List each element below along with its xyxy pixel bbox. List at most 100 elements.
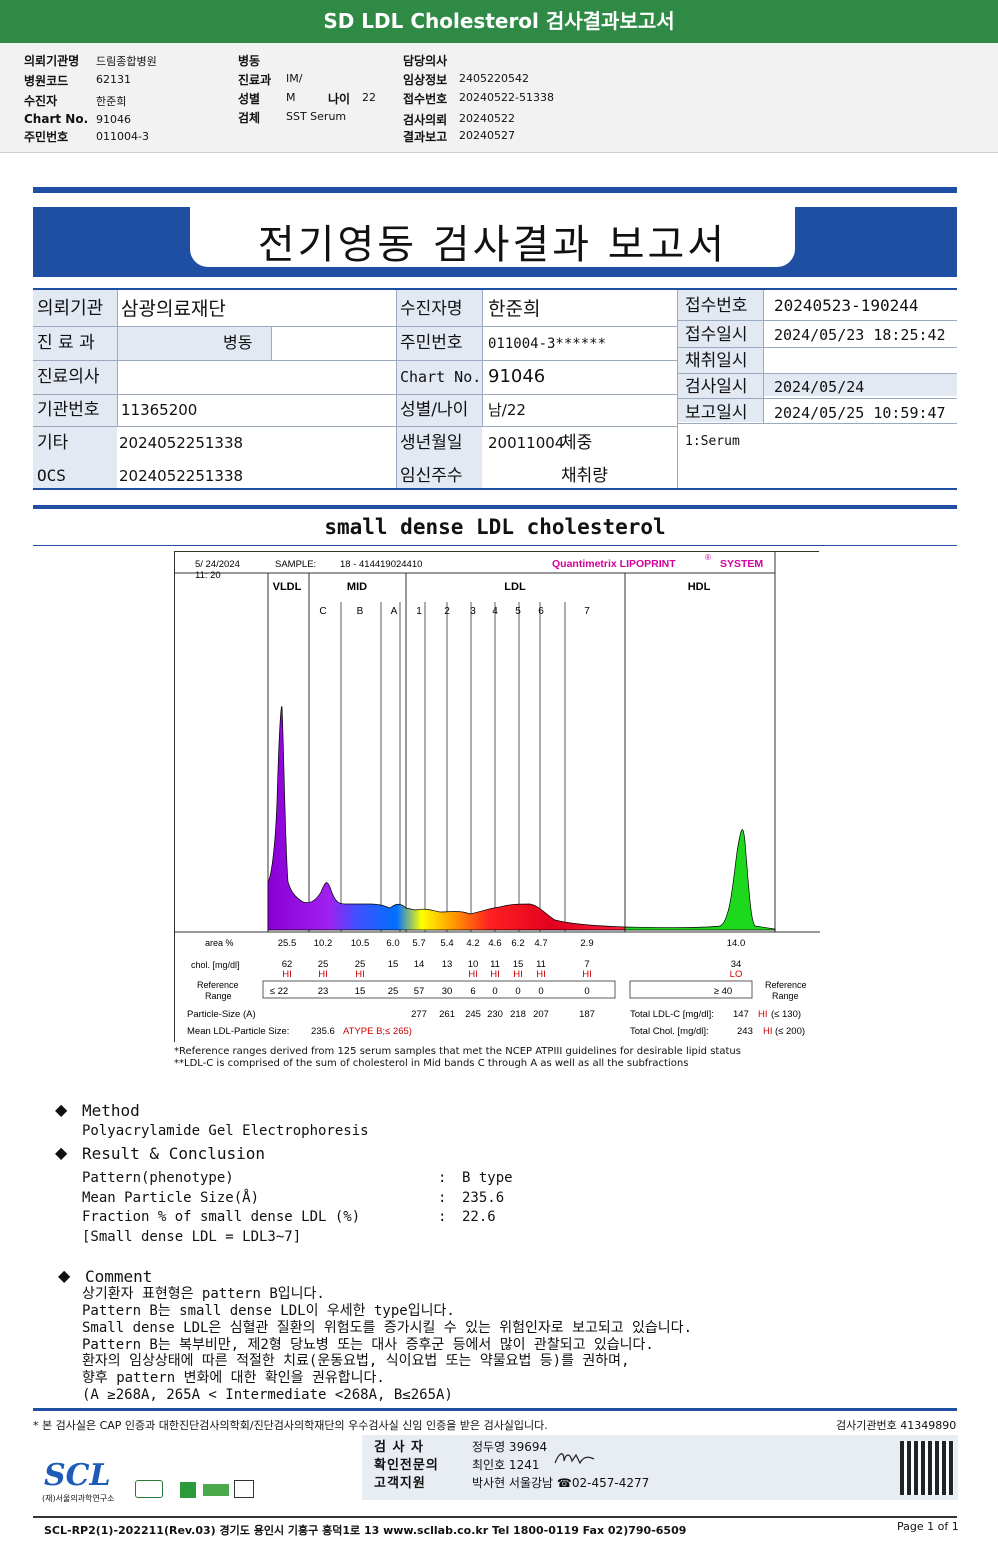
area-value: 4.7 bbox=[534, 938, 547, 949]
sexage-value: 남/22 bbox=[488, 401, 526, 419]
band-label: 4 bbox=[492, 606, 498, 617]
total-ldl-flag: HI bbox=[758, 1009, 768, 1020]
band-label: A bbox=[391, 606, 398, 617]
comment-line: 향후 pattern 변화에 대한 확인을 권유합니다. bbox=[82, 1370, 385, 1386]
divider bbox=[33, 505, 957, 509]
comment-line: Pattern B는 복부비만, 제2형 당뇨병 또는 대사 증후군 등에서 많… bbox=[82, 1337, 654, 1353]
test-date-value: 2024/05/24 bbox=[774, 378, 865, 396]
order-label: 검사의뢰 bbox=[403, 113, 448, 127]
collect-label: 채취일시 bbox=[685, 351, 748, 371]
order-label: 임상정보 bbox=[403, 73, 448, 87]
dept-value: 병동 bbox=[223, 333, 253, 352]
flag-value: HI bbox=[355, 969, 365, 980]
divider bbox=[33, 545, 957, 546]
chol-value: 7 bbox=[584, 959, 589, 970]
sexage-label: 성별/나이 bbox=[400, 400, 469, 420]
band-label: 5 bbox=[515, 606, 521, 617]
order-label: 검체 bbox=[238, 111, 261, 125]
area-value: 10.2 bbox=[314, 938, 333, 949]
staff-label: 확인전문의 bbox=[374, 1458, 439, 1473]
total-chol-flag: HI bbox=[763, 1026, 773, 1037]
footnote: **LDL-C is comprised of the sum of chole… bbox=[174, 1058, 689, 1069]
staff-label: 고객지원 bbox=[374, 1476, 426, 1491]
result-label: Pattern(phenotype) bbox=[82, 1170, 234, 1186]
order-value: 드림종합병원 bbox=[96, 55, 157, 68]
inst-no-label: 기관번호 bbox=[37, 400, 100, 420]
total-chol-ref: (≤ 200) bbox=[775, 1026, 805, 1037]
lipoprint-chart: 5/ 24/2024 11: 20 SAMPLE: 18 - 414419024… bbox=[174, 551, 820, 1043]
comment-line: (A ≥268A, 265A < Intermediate <268A, B≤2… bbox=[82, 1387, 453, 1403]
band-label: 6 bbox=[538, 606, 544, 617]
patient-info-table: 의뢰기관 삼광의료재단 진 료 과 병동 진료의사 기관번호 11365200 … bbox=[33, 288, 957, 490]
report-banner-title: SD LDL Cholesterol 검사결과보고서 bbox=[0, 0, 998, 43]
ref-value: 0 bbox=[492, 986, 497, 997]
group-label: HDL bbox=[688, 581, 711, 593]
staff-value: 정두영 39694 bbox=[472, 1440, 548, 1454]
flag-value: HI bbox=[582, 969, 592, 980]
ref-value: 0 bbox=[584, 986, 589, 997]
order-label: 결과보고 bbox=[403, 130, 448, 144]
chol-value: 11 bbox=[490, 959, 500, 970]
result-heading: Result & Conclusion bbox=[82, 1144, 266, 1163]
colon: : bbox=[438, 1190, 447, 1206]
ref-value: 25 bbox=[388, 986, 399, 997]
etc-value: 2024052251338 bbox=[119, 434, 244, 452]
ref-value: 30 bbox=[442, 986, 453, 997]
lipoprint-chart-svg: 5/ 24/2024 11: 20 SAMPLE: 18 - 414419024… bbox=[175, 552, 820, 1043]
order-value: M bbox=[286, 91, 296, 104]
inst-value: 삼광의료재단 bbox=[121, 298, 226, 320]
divider bbox=[33, 1408, 957, 1411]
order-value: 62131 bbox=[96, 73, 131, 86]
recv-date-label: 접수일시 bbox=[685, 325, 748, 345]
report-date-label: 보고일시 bbox=[685, 403, 748, 423]
dept-cell-bg bbox=[117, 326, 271, 360]
accreditation-logo-icon bbox=[180, 1482, 196, 1498]
group-label: LDL bbox=[504, 581, 526, 593]
order-value: 011004-3 bbox=[96, 130, 149, 143]
order-value: SST Serum bbox=[286, 110, 347, 123]
scl-logo: SCL bbox=[44, 1458, 111, 1493]
preg-label: 임신주수 bbox=[400, 466, 463, 486]
order-label: 성별 bbox=[238, 92, 261, 106]
particle-size-value: 245 bbox=[465, 1009, 481, 1020]
inst-label: 의뢰기관 bbox=[37, 298, 104, 319]
group-label: MID bbox=[347, 581, 367, 593]
comment-line: Small dense LDL은 심혈관 질환의 위험도를 증가시킬 수 있는 … bbox=[82, 1320, 692, 1336]
comment-heading: Comment bbox=[85, 1267, 153, 1286]
staff-label: 검 사 자 bbox=[374, 1440, 424, 1455]
page-number: Page 1 of 1 bbox=[897, 1520, 959, 1533]
order-label: 담당의사 bbox=[403, 54, 448, 68]
particle-size-value: 218 bbox=[510, 1009, 526, 1020]
flag-value: HI bbox=[282, 969, 292, 980]
divider bbox=[33, 1516, 957, 1518]
volume-label: 채취량 bbox=[561, 466, 608, 486]
divider bbox=[33, 187, 957, 193]
flag-value: LO bbox=[730, 969, 743, 980]
order-value: 20240522 bbox=[459, 112, 515, 125]
chol-value: 15 bbox=[388, 959, 399, 970]
accreditation-note: * 본 검사실은 CAP 인증과 대한진단검사의학회/진단검사의학재단의 우수검… bbox=[33, 1419, 548, 1432]
particle-size-value: 187 bbox=[579, 1009, 595, 1020]
flag-value: HI bbox=[490, 969, 500, 980]
flag-value: HI bbox=[513, 969, 523, 980]
brand-suffix: SYSTEM bbox=[720, 558, 763, 570]
diamond-bullet-icon: ◆ bbox=[55, 1100, 68, 1119]
recv-no-value: 20240523-190244 bbox=[774, 296, 919, 315]
doctor-label: 진료의사 bbox=[37, 367, 100, 387]
order-info-panel: 의뢰기관명 드림종합병원 병원코드 62131 수진자 한준희 Chart No… bbox=[0, 43, 998, 153]
ref-value: 0 bbox=[515, 986, 520, 997]
chol-value: 14 bbox=[414, 959, 425, 970]
lab-inst-number: 검사기관번호 41349890 bbox=[836, 1419, 957, 1432]
chart-date: 5/ 24/2024 bbox=[195, 559, 240, 570]
footer-address: SCL-RP2(1)-202211(Rev.03) 경기도 용인시 기흥구 흥덕… bbox=[44, 1524, 687, 1537]
staff-value: 박사현 서울강남 ☎02-457-4277 bbox=[472, 1476, 650, 1490]
chol-value: 25 bbox=[355, 959, 366, 970]
area-value: 14.0 bbox=[727, 938, 746, 949]
row-label: chol. [mg/dl] bbox=[191, 960, 240, 970]
label-column-bg bbox=[677, 290, 763, 422]
particle-size-value: 230 bbox=[487, 1009, 503, 1020]
ocs-label: OCS bbox=[37, 466, 66, 485]
area-value: 4.2 bbox=[466, 938, 479, 949]
chol-value: 34 bbox=[731, 959, 742, 970]
footnote: *Reference ranges derived from 125 serum… bbox=[174, 1046, 741, 1057]
